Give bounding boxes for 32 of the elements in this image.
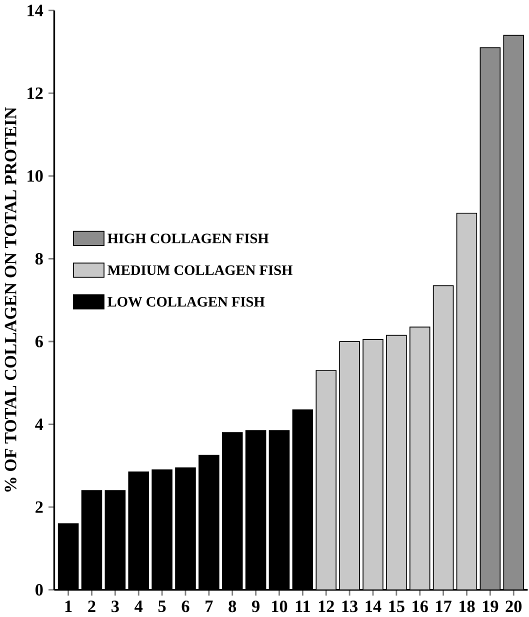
x-tick-label: 3 (112, 600, 120, 612)
legend-label: MEDIUM COLLAGEN FISH (108, 265, 293, 275)
x-tick-label: 6 (182, 600, 190, 612)
x-tick-label: 9 (252, 600, 260, 612)
x-tick-label: 16 (412, 600, 428, 612)
x-tick-label: 17 (436, 600, 452, 612)
y-tick-label: 12 (28, 88, 43, 99)
x-tick-label: 19 (483, 600, 498, 612)
x-tick-label: 20 (506, 600, 522, 612)
y-tick-label: 8 (36, 252, 44, 265)
x-tick-label: 12 (319, 600, 334, 612)
legend-label: HIGH COLLAGEN FISH (108, 234, 269, 244)
x-tick-label: 10 (272, 600, 288, 612)
y-axis-title: % OF TOTAL COLLAGEN ON TOTAL PROTEIN (4, 107, 17, 492)
y-tick-label: 10 (28, 170, 43, 182)
legend-label: LOW COLLAGEN FISH (108, 297, 265, 307)
y-tick-label: 4 (35, 418, 44, 430)
x-tick-label: 2 (88, 600, 96, 612)
x-tick-label: 4 (134, 600, 143, 612)
x-tick-label: 13 (342, 600, 358, 612)
y-tick-label: 6 (36, 336, 44, 348)
x-tick-label: 14 (366, 600, 382, 612)
x-tick-label: 7 (206, 600, 214, 612)
x-tick-label: 18 (460, 600, 475, 612)
x-tick-label: 11 (296, 600, 310, 612)
x-tick-label: 8 (228, 600, 236, 612)
y-tick-label: 2 (36, 501, 43, 513)
y-tick-label: 14 (28, 4, 44, 16)
x-tick-label: 1 (66, 600, 72, 612)
y-tick-label: 0 (36, 584, 43, 596)
x-tick-label: 15 (389, 600, 405, 612)
x-tick-label: 5 (158, 600, 166, 612)
